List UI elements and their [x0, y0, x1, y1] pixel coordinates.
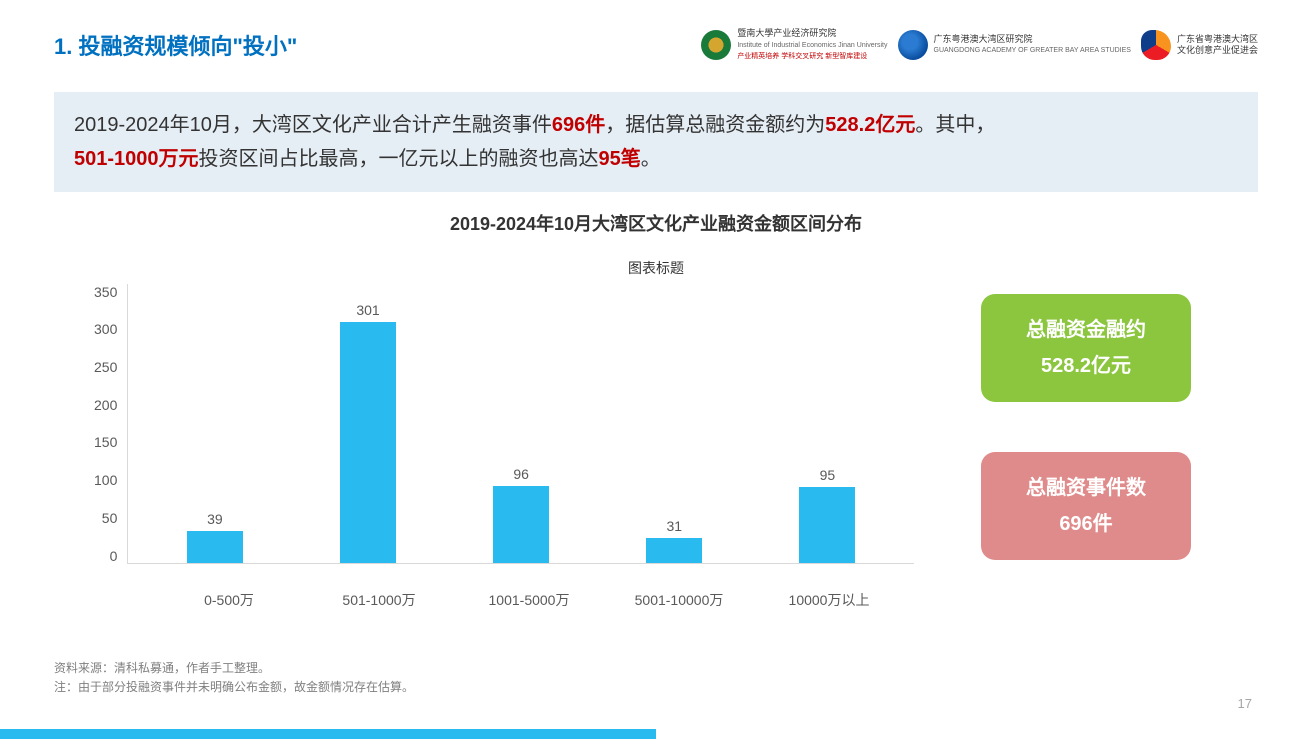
globe-icon [898, 30, 928, 60]
chart-title: 2019-2024年10月大湾区文化产业融资金额区间分布 [0, 210, 1312, 236]
y-axis: 350 300 250 200 150 100 50 0 [94, 284, 127, 564]
y-tick: 300 [94, 321, 117, 337]
y-tick: 50 [102, 510, 118, 526]
summary-box: 2019-2024年10月，大湾区文化产业合计产生融资事件696件，据估算总融资… [54, 92, 1258, 192]
logo-jinan-tag: 产业精英培养 学科交叉研究 新型智库建设 [737, 53, 867, 60]
summary-text: 。 [641, 148, 661, 170]
bar-value-label: 301 [356, 302, 379, 318]
callout-total-events: 总融资事件数 696件 [981, 452, 1191, 560]
logo-jinan-name: 暨南大學产业经济研究院 [737, 28, 836, 38]
page-number: 17 [1238, 696, 1252, 711]
footnote-note: 注：由于部分投融资事件并未明确公布金额，故金额情况存在估算。 [54, 678, 414, 697]
y-tick: 350 [94, 284, 117, 300]
footnotes: 资料来源：清科私募通，作者手工整理。 注：由于部分投融资事件并未明确公布金额，故… [54, 659, 414, 697]
bar-value-label: 39 [207, 511, 223, 527]
summary-highlight: 696件 [552, 114, 605, 136]
bar [799, 487, 855, 563]
x-tick-label: 0-500万 [169, 590, 289, 610]
logo-culture-name: 广东省粤港澳大湾区 文化创意产业促进会 [1177, 34, 1258, 56]
logo-jinan-sub: Institute of Industrial Economics Jinan … [737, 42, 887, 49]
bar-value-label: 31 [667, 518, 683, 534]
bar-group: 96 [461, 466, 581, 563]
logo-strip: 暨南大學产业经济研究院 Institute of Industrial Econ… [701, 28, 1258, 62]
bar-group: 95 [767, 467, 887, 563]
summary-highlight: 528.2亿元 [825, 114, 915, 136]
summary-highlight: 95笔 [599, 148, 641, 170]
y-tick: 100 [94, 472, 117, 488]
callout-value: 528.2亿元 [993, 348, 1179, 384]
bar [187, 531, 243, 562]
bar-value-label: 95 [820, 467, 836, 483]
accent-bar [0, 729, 656, 739]
bar-group: 39 [155, 511, 275, 562]
seal-icon [701, 30, 731, 60]
summary-text: ，据估算总融资金额约为 [605, 114, 825, 136]
footnote-source: 资料来源：清科私募通，作者手工整理。 [54, 659, 414, 678]
x-tick-label: 1001-5000万 [469, 590, 589, 610]
x-axis: 0-500万 501-1000万 1001-5000万 5001-10000万 1000… [94, 584, 914, 610]
logo-culture: 广东省粤港澳大湾区 文化创意产业促进会 [1141, 30, 1258, 60]
bar [493, 486, 549, 563]
summary-text: 。其中， [915, 114, 995, 136]
callout-label: 总融资事件数 [993, 470, 1179, 506]
plot-area: 39 301 96 31 95 [127, 284, 914, 564]
logo-jinan: 暨南大學产业经济研究院 Institute of Industrial Econ… [701, 28, 887, 62]
swirl-icon [1141, 30, 1171, 60]
chart-subtitle: 图表标题 [0, 258, 1312, 278]
y-tick: 200 [94, 397, 117, 413]
callout-value: 696件 [993, 506, 1179, 542]
y-tick: 150 [94, 434, 117, 450]
y-tick: 0 [110, 548, 118, 564]
bar-chart: 350 300 250 200 150 100 50 0 39 301 96 31 95 0-500万… [94, 284, 914, 610]
callout-label: 总融资金融约 [993, 312, 1179, 348]
summary-text: 投资区间占比最高，一亿元以上的融资也高达 [199, 148, 599, 170]
slide-title: 1. 投融资规模倾向"投小" [54, 29, 297, 61]
logo-gba: 广东粤港澳大湾区研究院 GUANGDONG ACADEMY OF GREATER… [898, 30, 1131, 60]
bar-value-label: 96 [513, 466, 529, 482]
bar [646, 538, 702, 563]
bar-group: 31 [614, 518, 734, 563]
x-tick-label: 501-1000万 [319, 590, 439, 610]
bar [340, 322, 396, 563]
logo-gba-name: 广东粤港澳大湾区研究院 [934, 34, 1033, 44]
bar-group: 301 [308, 302, 428, 563]
callout-total-amount: 总融资金融约 528.2亿元 [981, 294, 1191, 402]
y-tick: 250 [94, 359, 117, 375]
summary-highlight: 501-1000万元 [74, 148, 199, 170]
summary-text: 2019-2024年10月，大湾区文化产业合计产生融资事件 [74, 114, 552, 136]
logo-gba-sub: GUANGDONG ACADEMY OF GREATER BAY AREA ST… [934, 47, 1131, 54]
x-tick-label: 10000万以上 [769, 590, 889, 610]
x-tick-label: 5001-10000万 [619, 590, 739, 610]
